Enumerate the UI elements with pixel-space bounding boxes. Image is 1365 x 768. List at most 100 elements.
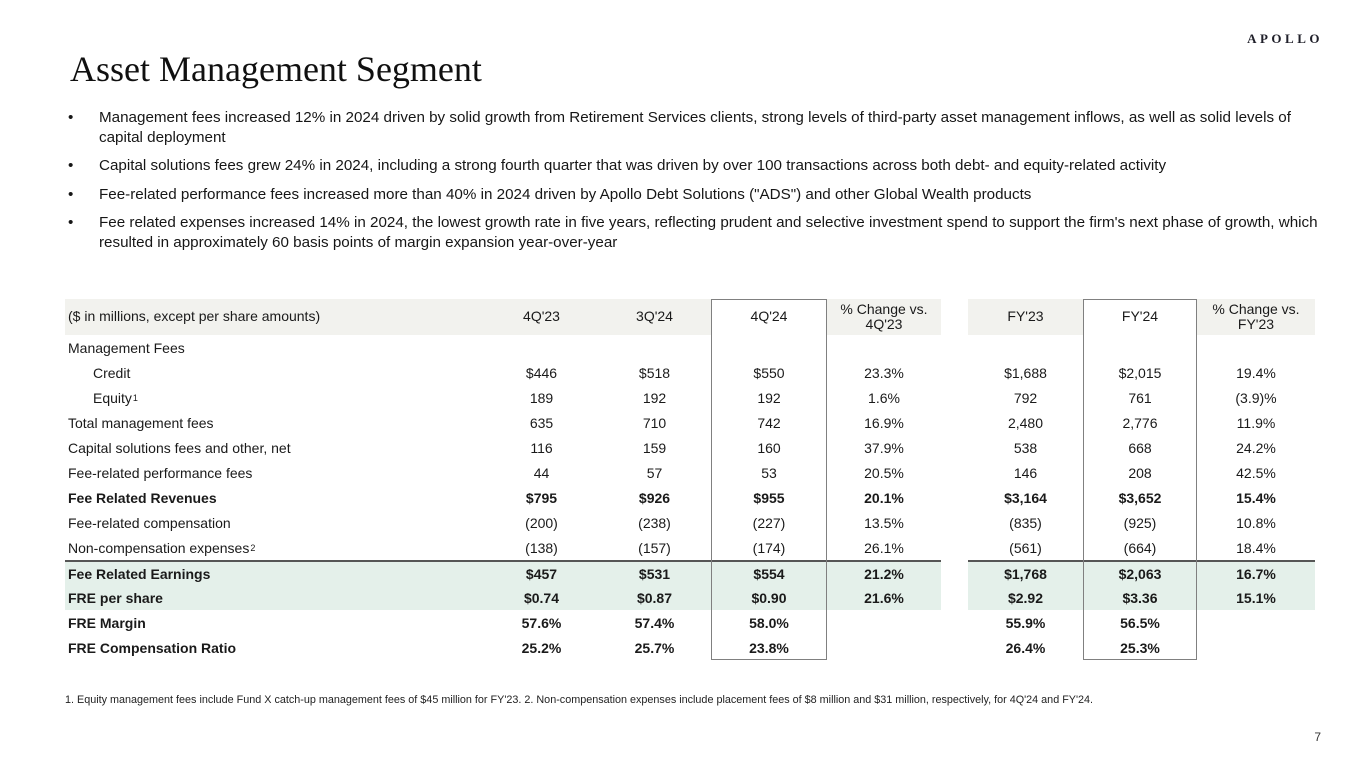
row-value: 21.6% <box>827 585 941 610</box>
bullet-text: Fee-related performance fees increased m… <box>99 185 1032 203</box>
row-value: $446 <box>525 364 558 381</box>
bullet-marker: • <box>68 185 74 203</box>
row-value: 742 <box>757 414 781 431</box>
bullet-marker: • <box>68 214 74 231</box>
row-value <box>968 335 1083 360</box>
table-row: FRE Margin 57.6% 57.4% 58.0% 55.9% 56.5% <box>65 610 1315 635</box>
row-value: 25.7% <box>634 639 675 656</box>
table-row: Capital solutions fees and other, net 116… <box>65 435 1315 460</box>
column-gap <box>941 299 968 335</box>
row-label: Non-compensation expenses 2 <box>68 539 256 556</box>
row-value: 208 <box>1128 464 1152 481</box>
row-value: 1.6% <box>868 389 900 406</box>
row-value: 24.2% <box>1236 439 1276 456</box>
row-value: 56.5% <box>1120 614 1160 631</box>
row-value: 58.0% <box>749 614 789 631</box>
row-value: $3.36 <box>1083 585 1197 610</box>
row-value: 792 <box>1013 389 1038 406</box>
row-value: 159 <box>642 439 667 456</box>
row-value: 189 <box>529 389 554 406</box>
row-value: 18.4% <box>1236 539 1276 556</box>
row-value: $457 <box>485 560 598 585</box>
row-value: 2,776 <box>1122 414 1158 431</box>
row-value: 20.1% <box>864 489 904 506</box>
row-label: Fee-related performance fees <box>68 464 253 481</box>
bullet-text: Fee related expenses increased 14% in 20… <box>99 214 1318 251</box>
row-value: (925) <box>1123 514 1157 531</box>
table-row: FRE Compensation Ratio 25.2% 25.7% 23.8% 26.… <box>65 635 1315 660</box>
bullet-item: • Capital solutions fees grew 24% in 202… <box>68 156 1320 176</box>
row-value: $955 <box>753 489 785 506</box>
row-value: (174) <box>752 539 786 556</box>
row-label: Capital solutions fees and other, net <box>68 439 291 456</box>
row-value: 146 <box>1013 464 1038 481</box>
table-row: Total management fees 635 710 742 16.9% 2,480… <box>65 410 1315 435</box>
bullet-text: Management fees increased 12% in 2024 dr… <box>99 109 1291 146</box>
row-value: (157) <box>638 539 671 556</box>
row-value: 2,480 <box>1007 414 1044 431</box>
row-value: 192 <box>642 389 667 406</box>
row-value: (200) <box>525 514 558 531</box>
row-value: $2,063 <box>1083 560 1197 585</box>
row-value: 53 <box>761 464 777 481</box>
table-caption: ($ in millions, except per share amounts… <box>65 299 485 335</box>
table-row: Fee-related compensation (200) (238) (227) 1… <box>65 510 1315 535</box>
page-number: 7 <box>1314 730 1321 744</box>
table-row: Credit $446 $518 $550 23.3% $1,688 $2,015 19.4% <box>65 360 1315 385</box>
table-row: Non-compensation expenses 2 (138) (157) (174… <box>65 535 1315 560</box>
page-title: Asset Management Segment <box>70 49 482 89</box>
row-label: Management Fees <box>68 339 185 356</box>
row-value: $0.74 <box>485 585 598 610</box>
row-value: (3.9)% <box>1235 389 1277 406</box>
row-value: 16.9% <box>864 414 904 431</box>
row-value <box>598 335 711 360</box>
apollo-logo: APOLLO <box>1247 31 1323 46</box>
row-value: $3,652 <box>1118 489 1162 506</box>
bullet-item: • Management fees increased 12% in 2024 … <box>68 108 1320 147</box>
row-value: $1,688 <box>1004 364 1047 381</box>
row-value: (664) <box>1123 539 1157 556</box>
bullet-marker: • <box>68 157 74 174</box>
row-label: FRE per share <box>65 585 485 610</box>
footnote: 1. Equity management fees include Fund X… <box>65 694 1094 706</box>
column-gap <box>941 435 968 460</box>
table-row: Fee Related Earnings $457 $531 $554 21.2% $1,… <box>65 560 1315 585</box>
row-value: 761 <box>1128 389 1152 406</box>
financial-table: ($ in millions, except per share amounts… <box>65 299 1315 660</box>
row-value: 192 <box>757 389 781 406</box>
row-value: 668 <box>1128 439 1152 456</box>
row-label: Fee Related Earnings <box>65 560 485 585</box>
row-value: 25.2% <box>521 639 562 656</box>
column-gap <box>941 635 968 660</box>
row-value: $2.92 <box>968 585 1083 610</box>
row-label: Total management fees <box>68 414 214 431</box>
bullet-item: • Fee related expenses increased 14% in … <box>68 213 1320 252</box>
row-value: (138) <box>525 539 558 556</box>
row-value: (561) <box>1009 539 1042 556</box>
row-value <box>711 335 827 360</box>
row-value: 116 <box>530 439 553 456</box>
row-value: $550 <box>753 364 785 381</box>
table-row: Equity 1 189 192 192 1.6% 792 761 (3.9)% <box>65 385 1315 410</box>
row-value: 635 <box>529 414 554 431</box>
table-row: FRE per share $0.74 $0.87 $0.90 21.6% $2.92 $3… <box>65 585 1315 610</box>
bullet-text: Capital solutions fees grew 24% in 2024,… <box>99 157 1167 174</box>
col-header-4q24: 4Q'24 <box>711 299 827 335</box>
row-value <box>1083 335 1197 360</box>
col-header-3q24: 3Q'24 <box>598 299 711 335</box>
row-value: 10.8% <box>1236 514 1276 531</box>
row-value <box>827 335 941 360</box>
row-label: FRE Compensation Ratio <box>68 639 237 656</box>
row-label: FRE Margin <box>68 614 146 631</box>
row-value: $3,164 <box>1004 489 1047 506</box>
row-value <box>1197 610 1315 635</box>
row-value: $531 <box>598 560 711 585</box>
column-gap <box>941 610 968 635</box>
table-row: Management Fees <box>65 335 1315 360</box>
row-value: 13.5% <box>864 514 904 531</box>
row-value: 538 <box>1013 439 1038 456</box>
row-value: $2,015 <box>1118 364 1162 381</box>
row-value: (227) <box>752 514 786 531</box>
row-value: $926 <box>638 489 671 506</box>
